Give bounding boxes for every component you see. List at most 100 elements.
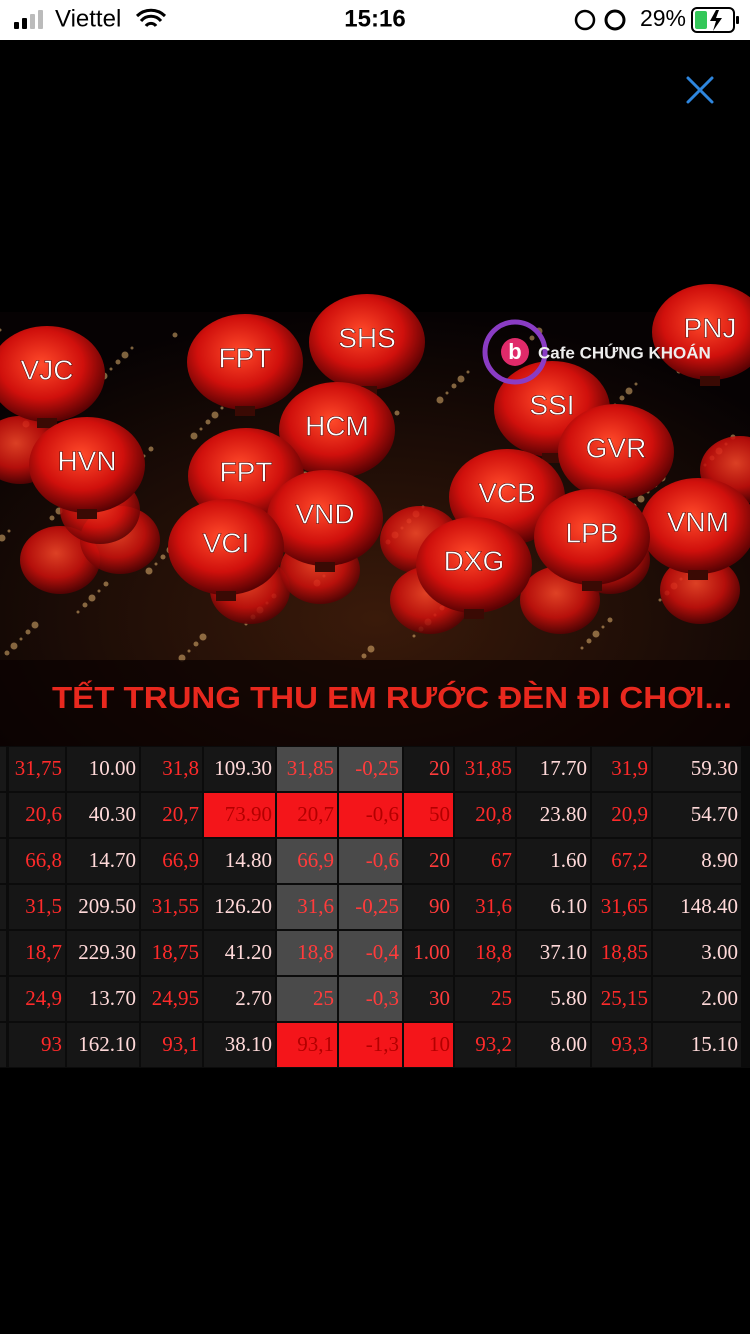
- cell: [339, 885, 402, 929]
- bokeh: [145, 567, 153, 575]
- cell-text: 93,1: [297, 1032, 334, 1056]
- cell-text: 148.40: [680, 894, 738, 918]
- cell: [277, 1023, 337, 1067]
- cell: [455, 793, 515, 837]
- cell-text: 31,6: [475, 894, 512, 918]
- cell: [592, 885, 651, 929]
- bokeh: [19, 637, 23, 641]
- bokeh: [187, 649, 191, 653]
- row-edge-cell: [0, 977, 6, 1021]
- cell-text: 18,85: [601, 940, 648, 964]
- cell-text: 31,85: [465, 756, 512, 780]
- cell: [592, 1023, 651, 1067]
- bokeh: [121, 351, 129, 359]
- lantern-label: DXG: [444, 545, 505, 576]
- bokeh: [199, 427, 203, 431]
- bokeh: [172, 332, 178, 338]
- cell: [141, 1023, 202, 1067]
- cell-text: 13.70: [89, 986, 136, 1010]
- lantern-cap: [37, 418, 57, 428]
- lantern-cap: [542, 453, 562, 463]
- bokeh: [10, 642, 18, 650]
- cell: [277, 747, 337, 791]
- lantern: [640, 478, 750, 574]
- cell-text: 73.90: [225, 802, 272, 826]
- cell: [517, 839, 590, 883]
- cell: [67, 839, 139, 883]
- cell-text: 93,2: [475, 1032, 512, 1056]
- bokeh: [619, 395, 625, 401]
- cell-text: 5.80: [550, 986, 587, 1010]
- cell: [653, 1023, 741, 1067]
- cell-text: 93,3: [611, 1032, 648, 1056]
- photo: VJC FPT SHS PNJ HVN HCM SSI GVR FPT VND VCB VNM VCI D…: [0, 284, 750, 750]
- cell-text: 8.90: [701, 848, 738, 872]
- cell: [141, 885, 202, 929]
- lantern-label: HCM: [305, 410, 369, 441]
- cell: [9, 1023, 65, 1067]
- bokeh: [130, 346, 134, 350]
- cell-text: 66,9: [162, 848, 199, 872]
- cell-text: 67,2: [611, 848, 648, 872]
- bokeh: [0, 328, 2, 332]
- lantern-cap: [216, 591, 236, 601]
- cell-text: 93: [41, 1032, 62, 1056]
- bokeh: [88, 594, 96, 602]
- cell: [204, 931, 275, 975]
- cell-text: -0,3: [366, 986, 399, 1010]
- lantern: [20, 526, 100, 594]
- cell: [67, 931, 139, 975]
- cell: [204, 977, 275, 1021]
- cell: [653, 885, 741, 929]
- cell: [9, 793, 65, 837]
- lantern-cap: [77, 509, 97, 519]
- lantern-label: VND: [295, 498, 354, 529]
- bokeh: [178, 654, 186, 662]
- cell-text: 31,75: [15, 756, 62, 780]
- bokeh: [25, 629, 31, 635]
- cell: [653, 747, 741, 791]
- carrier: Viettel: [55, 5, 121, 32]
- bokeh: [4, 650, 10, 656]
- cell: [455, 885, 515, 929]
- caption: TẾT TRUNG THU EM RƯỚC ĐÈN ĐI CHƠI...: [52, 679, 732, 715]
- lantern-cap: [235, 406, 255, 416]
- cell-text: 25: [313, 986, 334, 1010]
- alarm-icon: [604, 9, 626, 31]
- bokeh: [205, 419, 211, 425]
- lantern-label: LPB: [566, 517, 619, 548]
- cell: [404, 839, 453, 883]
- cell-text: 17.70: [540, 756, 587, 780]
- cell: [404, 885, 453, 929]
- lantern: [660, 556, 740, 624]
- cell-text: 18,8: [297, 940, 334, 964]
- lantern-label: VCI: [203, 527, 250, 558]
- cell-text: 24,95: [152, 986, 199, 1010]
- cell: [277, 793, 337, 837]
- cell: [653, 839, 741, 883]
- cell: [455, 977, 515, 1021]
- cell-text: 59.30: [691, 756, 738, 780]
- cell: [141, 793, 202, 837]
- cell-text: 31,9: [611, 756, 648, 780]
- cell-text: -0,6: [366, 802, 399, 826]
- cell-text: 66,9: [297, 848, 334, 872]
- cell-text: 20,6: [25, 802, 62, 826]
- bokeh: [637, 495, 645, 503]
- cell-text: 18,75: [152, 940, 199, 964]
- cell: [339, 839, 402, 883]
- cell-text: 20,7: [162, 802, 199, 826]
- cell: [67, 793, 139, 837]
- cell: [653, 977, 741, 1021]
- cell-text: 10.00: [89, 756, 136, 780]
- close-button[interactable]: [686, 76, 714, 104]
- cell: [592, 931, 651, 975]
- cell-text: 67: [491, 848, 512, 872]
- bokeh: [586, 638, 592, 644]
- cell: [517, 747, 590, 791]
- cell-text: 25: [491, 986, 512, 1010]
- lantern-cap: [315, 562, 335, 572]
- cell: [277, 885, 337, 929]
- cell-text: 25,15: [601, 986, 648, 1010]
